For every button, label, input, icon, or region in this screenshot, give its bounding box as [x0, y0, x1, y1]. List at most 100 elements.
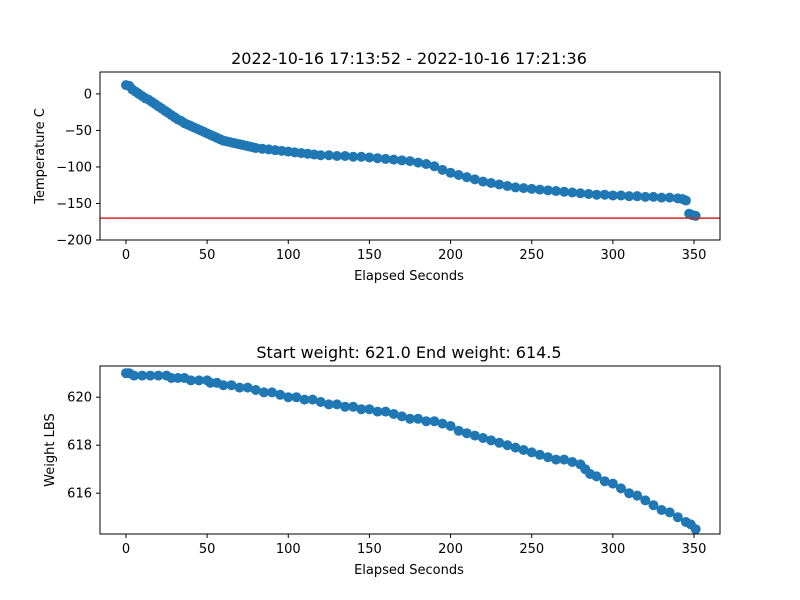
weight-point-68 — [640, 495, 651, 506]
weight-point-72 — [672, 512, 683, 523]
weight-point-10 — [185, 375, 196, 386]
weight-point-5 — [153, 370, 164, 381]
weight-point-25 — [299, 394, 310, 405]
weight-point-34 — [372, 406, 383, 417]
temperature-point-85 — [599, 189, 610, 200]
weight-point-3 — [137, 370, 148, 381]
temperature-point-80 — [559, 186, 570, 197]
weight-ytick-label-1: 618 — [67, 439, 92, 454]
temperature-point-77 — [534, 184, 545, 195]
weight-point-48 — [486, 435, 497, 446]
weight-point-22 — [275, 389, 286, 400]
weight-point-43 — [445, 421, 456, 431]
temperature-plot-title: 2022-10-16 17:13:52 - 2022-10-16 17:21:3… — [231, 49, 587, 68]
temperature-point-84 — [591, 189, 602, 200]
temperature-point-51 — [323, 150, 334, 161]
temperature-point-90 — [640, 191, 651, 202]
weight-point-24 — [291, 392, 302, 403]
weight-point-26 — [307, 394, 318, 405]
weight-xtick-label-0: 0 — [122, 542, 130, 557]
temperature-point-54 — [348, 151, 359, 162]
weight-ytick-label-2: 620 — [67, 391, 92, 406]
temperature-xtick-label-2: 100 — [276, 248, 301, 263]
temperature-point-88 — [624, 191, 635, 202]
weight-point-66 — [624, 488, 635, 499]
weight-point-67 — [632, 490, 643, 501]
weight-plot-marks — [120, 368, 701, 535]
temperature-point-75 — [518, 183, 529, 194]
temperature-point-57 — [372, 153, 383, 164]
weight-plot-ticks: 0 50 100 150 200 250 300 350 616 618 620 — [67, 391, 706, 557]
weight-point-33 — [364, 404, 375, 415]
temperature-plot-ticks: 0 50 100 150 200 250 300 350 0 −50 −100 −150 −200 — [56, 87, 706, 263]
temperature-point-65 — [437, 164, 448, 175]
temperature-ytick-label-1: −50 — [65, 124, 92, 139]
weight-xtick-label-1: 50 — [199, 542, 216, 557]
weight-plot-title: Start weight: 621.0 End weight: 614.5 — [256, 343, 561, 362]
temperature-point-96 — [680, 195, 691, 206]
temperature-xtick-label-5: 250 — [519, 248, 544, 263]
weight-point-53 — [526, 447, 537, 458]
temperature-point-72 — [494, 179, 505, 190]
temperature-xtick-label-4: 200 — [438, 248, 463, 263]
weight-point-41 — [429, 416, 440, 427]
weight-point-37 — [396, 411, 407, 422]
weight-point-45 — [461, 428, 472, 439]
weight-point-56 — [551, 454, 562, 465]
weight-point-31 — [348, 401, 359, 412]
weight-point-40 — [421, 416, 432, 427]
temperature-point-52 — [331, 151, 342, 161]
temperature-xtick-label-1: 50 — [199, 248, 216, 263]
weight-point-28 — [323, 399, 334, 410]
weight-point-47 — [478, 433, 489, 443]
weight-plot-ylabel: Weight LBS — [43, 413, 58, 487]
temperature-ytick-label-4: −200 — [56, 234, 92, 249]
temperature-point-66 — [445, 167, 456, 178]
temperature-point-69 — [469, 174, 480, 185]
weight-point-11 — [194, 375, 205, 386]
temperature-point-86 — [607, 190, 618, 201]
temperature-point-78 — [542, 185, 553, 196]
weight-point-62 — [591, 471, 602, 482]
weight-ytick-label-0: 616 — [67, 487, 92, 502]
weight-point-2 — [129, 370, 140, 381]
temperature-point-74 — [510, 182, 521, 193]
temperature-point-60 — [396, 155, 407, 166]
weight-point-30 — [340, 401, 351, 412]
weight-point-21 — [267, 387, 278, 398]
temperature-point-89 — [632, 191, 643, 202]
temperature-point-81 — [567, 187, 578, 198]
weight-xtick-label-6: 300 — [600, 542, 625, 557]
weight-xtick-label-2: 100 — [276, 542, 301, 557]
temperature-point-61 — [405, 156, 415, 167]
weight-point-70 — [656, 505, 667, 515]
weight-point-42 — [437, 418, 448, 429]
weight-xtick-label-5: 250 — [519, 542, 544, 557]
temperature-point-91 — [648, 191, 659, 202]
weight-point-19 — [250, 385, 261, 395]
temperature-plot-frame — [99, 71, 721, 241]
weight-point-4 — [145, 370, 156, 381]
weight-point-32 — [356, 404, 367, 415]
temperature-point-67 — [453, 169, 464, 180]
weight-point-50 — [502, 440, 513, 451]
weight-point-52 — [518, 445, 529, 455]
weight-point-27 — [315, 397, 326, 407]
temperature-ytick-label-3: −150 — [56, 197, 92, 212]
weight-point-16 — [226, 380, 237, 391]
weight-xtick-label-3: 150 — [357, 542, 382, 557]
temperature-point-92 — [656, 192, 667, 203]
temperature-plot: 2022-10-16 17:13:52 - 2022-10-16 17:21:3… — [33, 49, 721, 284]
weight-point-51 — [510, 442, 521, 453]
weight-plot: Start weight: 621.0 End weight: 614.5 0 5… — [43, 343, 721, 578]
temperature-point-64 — [429, 161, 440, 172]
weight-point-35 — [380, 406, 391, 417]
weight-point-38 — [405, 413, 415, 424]
weight-point-63 — [599, 476, 610, 487]
temperature-point-63 — [421, 159, 432, 170]
weight-point-69 — [648, 500, 659, 511]
temperature-point-87 — [615, 190, 626, 201]
weight-point-65 — [615, 483, 626, 494]
weight-point-54 — [534, 449, 545, 460]
temperature-point-59 — [388, 154, 399, 165]
